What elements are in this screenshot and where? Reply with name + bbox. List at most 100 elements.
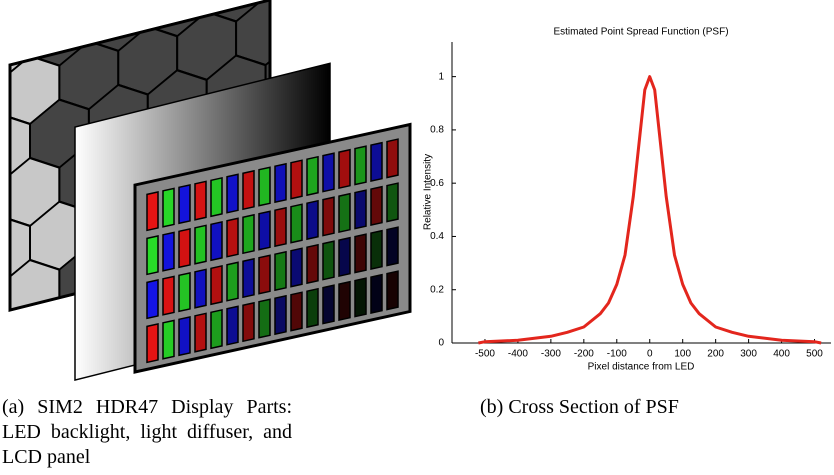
lcd-cell bbox=[290, 203, 303, 244]
x-tick-label: 400 bbox=[773, 349, 790, 360]
lcd-cell bbox=[194, 224, 207, 265]
y-tick-label: 0 bbox=[438, 338, 444, 349]
lcd-cell bbox=[322, 152, 335, 193]
lcd-cell bbox=[258, 210, 271, 251]
lcd-cell bbox=[146, 235, 159, 276]
hexagon bbox=[0, 311, 30, 394]
lcd-cell bbox=[306, 287, 319, 329]
lcd-cell bbox=[258, 254, 271, 295]
lcd-cell bbox=[194, 312, 207, 353]
lcd-cell bbox=[338, 236, 351, 278]
lcd-cell bbox=[210, 176, 223, 218]
lcd-cell bbox=[354, 189, 367, 230]
y-axis-label: Relative Intensity bbox=[423, 154, 434, 230]
psf-line bbox=[478, 75, 822, 345]
lcd-cell bbox=[194, 268, 207, 309]
lcd-cell bbox=[242, 301, 255, 343]
hexagon bbox=[295, 0, 354, 58]
lcd-cell bbox=[162, 187, 175, 228]
y-tick-label: 1 bbox=[438, 71, 444, 82]
lcd-cell bbox=[178, 227, 191, 269]
lcd-cell bbox=[226, 261, 239, 302]
lcd-cell bbox=[178, 315, 191, 357]
lcd-cell bbox=[386, 182, 399, 223]
x-axis-label: Pixel distance from LED bbox=[588, 362, 695, 373]
x-tick-label: -500 bbox=[475, 349, 495, 360]
x-tick-label: -400 bbox=[508, 349, 528, 360]
lcd-cell bbox=[226, 173, 239, 214]
y-tick-label: 0.2 bbox=[430, 284, 444, 295]
lcd-cell bbox=[162, 231, 175, 272]
lcd-cell bbox=[274, 162, 287, 204]
lcd-cell bbox=[242, 169, 255, 211]
chart-title: Estimated Point Spread Function (PSF) bbox=[553, 27, 728, 38]
lcd-cell bbox=[146, 191, 159, 232]
psf-chart: Estimated Point Spread Function (PSF) Pi… bbox=[423, 27, 831, 373]
lcd-cell bbox=[306, 155, 319, 197]
lcd-panel bbox=[133, 122, 412, 374]
hexagon bbox=[324, 19, 383, 102]
lcd-cell bbox=[194, 180, 207, 221]
hexagon bbox=[0, 267, 1, 350]
x-tick-label: 200 bbox=[707, 349, 724, 360]
lcd-cell bbox=[178, 183, 191, 225]
lcd-cell bbox=[370, 185, 383, 226]
lcd-cell bbox=[290, 159, 303, 200]
hexagon bbox=[0, 63, 1, 146]
lcd-cell bbox=[290, 291, 303, 332]
x-tick-label: 100 bbox=[674, 349, 691, 360]
lcd-cell bbox=[242, 213, 255, 255]
lcd-cell bbox=[226, 305, 239, 346]
lcd-cell bbox=[146, 279, 159, 320]
x-tick-label: -100 bbox=[607, 349, 627, 360]
x-tick-label: 0 bbox=[647, 349, 653, 360]
lcd-cell bbox=[162, 275, 175, 316]
lcd-cell bbox=[322, 240, 335, 281]
x-tick-label: 300 bbox=[740, 349, 757, 360]
lcd-cell bbox=[354, 277, 367, 318]
lcd-cell bbox=[386, 270, 399, 311]
lcd-cell bbox=[226, 217, 239, 258]
y-tick-label: 0.4 bbox=[430, 231, 444, 242]
lcd-cell bbox=[146, 323, 159, 364]
lcd-cell bbox=[338, 192, 351, 234]
hexagon bbox=[264, 39, 270, 110]
lcd-cell bbox=[322, 284, 335, 325]
lcd-cell bbox=[354, 233, 367, 274]
x-tick-label: -300 bbox=[541, 349, 561, 360]
lcd-cell bbox=[210, 220, 223, 262]
hexagon bbox=[264, 0, 270, 8]
lcd-cell bbox=[338, 280, 351, 322]
lcd-cell bbox=[370, 141, 383, 182]
lcd-cell bbox=[210, 308, 223, 350]
y-tick-label: 0.8 bbox=[430, 125, 444, 136]
hexagon bbox=[0, 165, 1, 248]
lcd-cell bbox=[306, 199, 319, 241]
lcd-cell bbox=[306, 243, 319, 285]
lcd-cell bbox=[290, 247, 303, 288]
lcd-cell bbox=[370, 229, 383, 270]
lcd-cell bbox=[274, 294, 287, 336]
x-tick-label: -200 bbox=[574, 349, 594, 360]
x-tick-label: 500 bbox=[806, 349, 823, 360]
lcd-cell bbox=[386, 226, 399, 267]
plot-area bbox=[452, 42, 831, 343]
lcd-cell bbox=[178, 271, 191, 313]
lcd-cell bbox=[258, 166, 271, 207]
lcd-cell bbox=[370, 273, 383, 314]
lcd-cell bbox=[274, 206, 287, 248]
lcd-cell bbox=[274, 250, 287, 292]
lcd-cell bbox=[354, 145, 367, 186]
lcd-cell bbox=[338, 148, 351, 190]
lcd-cell bbox=[386, 138, 399, 179]
caption-b: (b) Cross Section of PSF bbox=[480, 396, 679, 418]
y-tick-label: 0.6 bbox=[430, 178, 444, 189]
lcd-cell bbox=[162, 319, 175, 360]
lcd-cell bbox=[258, 298, 271, 339]
caption-a: (a) SIM2 HDR47 Display Parts: LED backli… bbox=[2, 396, 292, 468]
lcd-cell bbox=[322, 196, 335, 237]
lcd-cell bbox=[242, 257, 255, 299]
lcd-cell bbox=[210, 264, 223, 306]
figure: Estimated Point Spread Function (PSF) Pi… bbox=[0, 0, 831, 394]
